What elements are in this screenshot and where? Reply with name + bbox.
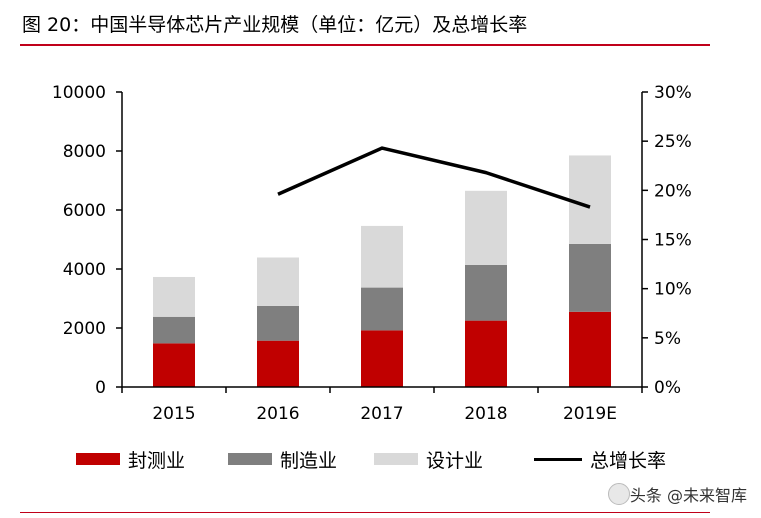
legend-item-design: 设计业 <box>374 444 483 474</box>
title-divider <box>20 44 710 46</box>
y-right-tick-label: 30% <box>654 83 692 103</box>
watermark-avatar-icon <box>607 483 630 505</box>
bar-manufacturing-2015 <box>153 316 195 344</box>
y-right-tick-label: 5% <box>654 329 681 349</box>
chart-title: 图 20：中国半导体芯片产业规模（单位：亿元）及总增长率 <box>22 14 528 36</box>
legend-item-manufacturing: 制造业 <box>228 444 337 474</box>
y-right-tick-label: 0% <box>654 378 681 398</box>
legend-swatch-growth <box>534 457 582 461</box>
y-right-tick-label: 25% <box>654 132 692 152</box>
bar-design-2017 <box>361 225 403 288</box>
x-tick-label-2016: 2016 <box>256 404 299 424</box>
y-left-tick-label: 8000 <box>63 142 106 162</box>
legend-label-growth: 总增长率 <box>590 449 667 472</box>
bar-design-2015 <box>153 276 195 317</box>
y-left-tick-label: 0 <box>95 378 106 398</box>
bottom-divider <box>20 512 710 513</box>
legend-item-packaging: 封测业 <box>76 444 185 474</box>
watermark-text: 头条 @未来智库 <box>629 486 747 505</box>
y-right-tick-label: 10% <box>654 280 692 300</box>
bar-manufacturing-2017 <box>361 287 403 331</box>
legend-item-growth: 总增长率 <box>534 444 666 474</box>
bar-packaging-2015 <box>153 343 195 387</box>
watermark: 头条 @未来智库 <box>607 482 747 506</box>
bar-design-2016 <box>257 257 299 306</box>
x-tick-label-2018: 2018 <box>464 404 507 424</box>
growth-rate-line <box>277 146 591 209</box>
bar-packaging-2017 <box>361 330 403 387</box>
y-left-tick-label: 2000 <box>63 319 106 339</box>
y-left-tick-label: 4000 <box>63 260 106 280</box>
x-tick-label-2019E: 2019E <box>563 404 617 424</box>
x-tick-label-2015: 2015 <box>152 404 195 424</box>
legend-label-design: 设计业 <box>426 449 484 472</box>
legend-label-manufacturing: 制造业 <box>280 449 338 472</box>
y-left-tick-label: 10000 <box>52 83 106 103</box>
y-right-tick-label: 20% <box>654 181 692 201</box>
legend-label-packaging: 封测业 <box>128 449 186 472</box>
y-left-tick-label: 6000 <box>63 201 106 221</box>
stacked-bar-chart: 0 2000 4000 6000 8000 10000 0% 5% 10% 15% 20% 25% 3… <box>52 83 692 424</box>
bar-manufacturing-2019E <box>569 243 611 312</box>
bar-manufacturing-2018 <box>465 264 507 321</box>
bar-packaging-2019E <box>569 311 611 387</box>
y-right-tick-label: 15% <box>654 231 692 251</box>
x-tick-label-2017: 2017 <box>360 404 403 424</box>
bar-packaging-2018 <box>465 320 507 387</box>
legend-swatch-packaging <box>76 453 120 465</box>
bar-design-2019E <box>569 155 611 244</box>
legend-swatch-design <box>374 453 418 465</box>
bar-manufacturing-2016 <box>257 305 299 341</box>
chart-legend: 封测业 制造业 设计业 总增长率 <box>0 444 761 474</box>
bar-design-2018 <box>465 190 507 265</box>
legend-swatch-manufacturing <box>228 453 272 465</box>
bar-packaging-2016 <box>257 340 299 387</box>
